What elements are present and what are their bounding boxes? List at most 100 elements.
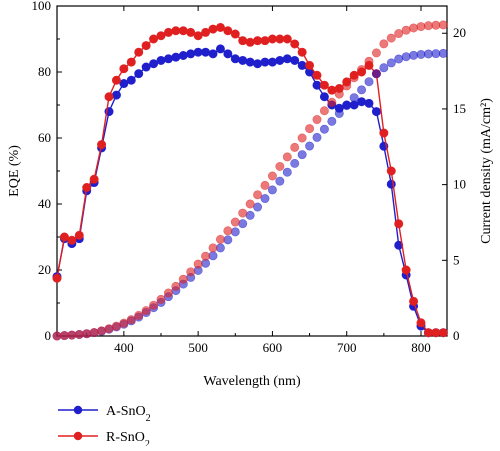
data-point (156, 294, 166, 304)
data-point (267, 171, 277, 181)
data-point (208, 243, 218, 253)
data-point (134, 47, 144, 57)
data-point (67, 235, 77, 245)
data-point (386, 58, 396, 68)
data-point (371, 107, 381, 117)
data-point (97, 140, 107, 150)
data-point (357, 65, 367, 75)
data-point (126, 75, 136, 85)
data-point (201, 27, 211, 37)
data-point (134, 310, 144, 320)
data-point (186, 267, 196, 277)
data-point (253, 190, 263, 200)
y-left-tick-label: 100 (32, 0, 52, 13)
data-point (223, 226, 233, 236)
data-point (282, 54, 292, 64)
data-point (327, 97, 337, 107)
legend-label-0: A-SnO2 (106, 404, 151, 424)
data-point (394, 29, 404, 39)
data-point (438, 328, 448, 338)
data-point (319, 124, 329, 134)
data-point (163, 54, 173, 64)
data-point (178, 50, 188, 60)
data-point (223, 49, 233, 59)
data-point (305, 141, 315, 151)
data-point (416, 318, 426, 328)
data-point (312, 115, 322, 125)
data-point (394, 219, 404, 229)
data-point (215, 234, 225, 244)
data-point (111, 90, 121, 100)
data-point (394, 240, 404, 250)
data-point (245, 210, 255, 220)
data-point (215, 22, 225, 32)
data-point (230, 217, 240, 227)
legend-subscript: 2 (145, 439, 150, 447)
y-right-axis-label: Current density (mA/cm²) (479, 98, 494, 244)
data-point (282, 152, 292, 162)
data-point (238, 36, 248, 46)
data-point (260, 36, 270, 46)
data-point (364, 77, 374, 87)
data-point (238, 208, 248, 218)
data-point (230, 29, 240, 39)
data-point (371, 69, 381, 79)
y-left-tick-label: 40 (38, 196, 51, 211)
data-point (290, 39, 300, 49)
y-right-tick-label: 0 (453, 328, 460, 343)
x-tick-label: 600 (263, 340, 283, 355)
data-point (423, 21, 433, 31)
data-point (245, 37, 255, 47)
data-point (74, 230, 84, 240)
x-axis-label: Wavelength (nm) (203, 374, 301, 389)
data-point (238, 219, 248, 229)
data-point (401, 265, 411, 275)
data-point (379, 39, 389, 49)
data-point (275, 176, 285, 186)
legend-marker-1 (73, 431, 83, 441)
legend-subscript: 2 (146, 413, 151, 424)
data-point (319, 106, 329, 116)
data-point (208, 49, 218, 59)
data-point (163, 27, 173, 37)
data-point (364, 56, 374, 66)
data-point (371, 48, 381, 58)
data-point (201, 251, 211, 261)
data-point (379, 63, 389, 73)
data-point (290, 158, 300, 168)
data-point (149, 59, 159, 69)
data-point (230, 54, 240, 64)
data-point (357, 97, 367, 107)
data-point (171, 281, 181, 291)
y-left-tick-label: 0 (45, 328, 52, 343)
data-point (119, 79, 129, 89)
data-point (342, 81, 352, 91)
data-point (119, 64, 129, 74)
data-point (379, 128, 389, 138)
data-point (357, 85, 367, 95)
data-point (409, 296, 419, 306)
y-left-tick-label: 80 (38, 64, 51, 79)
y-left-axis-label: EQE (%) (7, 145, 22, 197)
legend-marker-0 (73, 405, 83, 415)
data-point (401, 52, 411, 62)
data-point (89, 328, 99, 338)
data-point (149, 300, 159, 310)
series-line-1 (56, 26, 444, 334)
data-point (134, 69, 144, 79)
data-point (409, 23, 419, 33)
data-point (208, 24, 218, 34)
data-point (156, 31, 166, 41)
data-point (401, 25, 411, 35)
data-point (349, 93, 359, 103)
data-point (178, 274, 188, 284)
data-point (111, 75, 121, 85)
data-point (416, 49, 426, 59)
data-point (282, 167, 292, 177)
data-point (104, 92, 114, 102)
data-point (141, 306, 151, 316)
y-right-tick-label: 20 (453, 25, 466, 40)
data-point (319, 92, 329, 102)
y-left-tick-label: 60 (38, 130, 51, 145)
legend-label-1: R-SnO2 (106, 430, 150, 446)
